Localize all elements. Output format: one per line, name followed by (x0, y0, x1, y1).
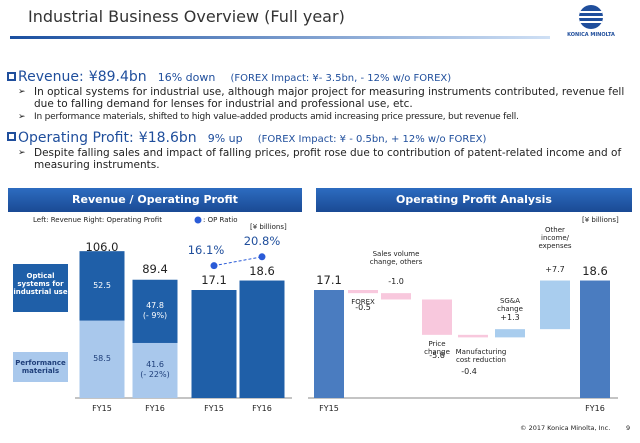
x-tick-label: FY15 (204, 404, 224, 413)
legend-label: Performance materials (15, 359, 66, 376)
value-label: +7.7 (545, 264, 565, 274)
bar-segment (79, 251, 125, 321)
headline: Revenue: ¥89.4bn 16% down (FOREX Impact:… (18, 66, 630, 85)
category-label: Manufacturing cost reduction (455, 348, 507, 365)
total-label: 106.0 (85, 239, 119, 254)
value-label: 41.6 (146, 360, 164, 370)
change-bar (422, 299, 452, 335)
value-label: +1.3 (500, 313, 520, 323)
change-bar (540, 280, 570, 330)
category-label: FOREX (351, 298, 375, 306)
value-label: -5.6 (429, 350, 445, 360)
bar (191, 290, 237, 398)
section: Revenue: ¥89.4bn 16% down (FOREX Impact:… (18, 66, 630, 123)
slide-title: Industrial Business Overview (Full year) (28, 7, 345, 26)
panel-title: Revenue / Operating Profit (8, 188, 302, 212)
panel-title: Operating Profit Analysis (316, 188, 632, 212)
logo-mark (579, 5, 603, 29)
x-tick-label: FY15 (92, 404, 112, 413)
page-number: 9 (626, 424, 631, 432)
category-label: Sales volume change, others (369, 250, 423, 267)
value-label: 52.5 (93, 280, 111, 290)
bullet-point: In performance materials, shifted to hig… (18, 111, 630, 123)
change-label: (- 22%) (140, 370, 170, 380)
value-label: 18.6 (249, 263, 275, 278)
value-label: -0.4 (461, 367, 477, 377)
title-rule (10, 36, 550, 39)
bar-segment (132, 279, 178, 343)
value-label: -1.0 (388, 277, 404, 287)
bar (239, 280, 285, 398)
ratio-note: : OP Ratio (203, 216, 238, 224)
headline-part: Revenue: (18, 69, 84, 85)
headline: Operating Profit: ¥18.6bn 9% up (FOREX I… (18, 127, 630, 146)
series-box (13, 352, 68, 382)
total-bar (314, 290, 344, 398)
headline-part: 16% down (157, 71, 216, 84)
category-label: Other income/ expenses (538, 226, 572, 251)
x-tick-label: FY16 (585, 404, 605, 413)
change-label: (- 9%) (142, 311, 168, 321)
section: Operating Profit: ¥18.6bn 9% up (FOREX I… (18, 127, 630, 171)
bullet-point: Despite falling sales and impact of fall… (18, 147, 630, 171)
value-label: 58.5 (93, 354, 111, 364)
category-label: Price change (424, 340, 450, 357)
value-label: 17.1 (201, 273, 227, 287)
total-bar (580, 280, 610, 398)
ratio-dot (210, 262, 218, 270)
value-label: -0.5 (355, 303, 371, 313)
headline-part: ¥18.6bn (138, 130, 197, 146)
bullet-square (7, 132, 16, 141)
bar-segment (132, 342, 178, 398)
value-label: 17.1 (316, 273, 342, 287)
chart-note: Left: Revenue Right: Operating Profit (33, 216, 162, 224)
change-bar (458, 334, 488, 338)
ratio-label: 16.1% (187, 242, 225, 257)
ratio-dot (258, 253, 266, 261)
headline-part: Operating Profit: (18, 130, 134, 146)
total-label: 89.4 (142, 261, 168, 276)
bar-segment (79, 320, 125, 398)
change-bar (495, 329, 525, 338)
x-tick-label: FY16 (252, 404, 272, 413)
category-label: SG&A change (497, 297, 523, 314)
x-tick-label: FY16 (145, 404, 165, 413)
x-tick-label: FY15 (319, 404, 339, 413)
headline-part: ¥89.4bn (88, 69, 147, 85)
bullet-square (7, 72, 16, 81)
value-label: 18.6 (582, 263, 608, 278)
change-bar (348, 290, 378, 294)
copyright: © 2017 Konica Minolta, Inc. (520, 424, 611, 432)
headline-part: 9% up (207, 132, 243, 145)
unit-label: [¥ billions] (250, 223, 287, 231)
headline-part: (FOREX Impact: ¥ - 0.5bn, + 12% w/o FORE… (257, 134, 487, 145)
value-label: 47.8 (146, 301, 164, 311)
bullet-point: In optical systems for industrial use, a… (18, 86, 630, 110)
unit-label: [¥ billions] (582, 216, 619, 224)
logo-text: KONICA MINOLTA (567, 32, 615, 38)
ratio-label: 20.8% (243, 233, 281, 248)
ratio-line (213, 256, 263, 267)
headline-part: (FOREX Impact: ¥- 3.5bn, - 12% w/o FOREX… (230, 73, 452, 84)
legend-label: Optical systems for industrial use (13, 272, 68, 297)
change-bar (381, 293, 411, 300)
ratio-legend-dot (194, 216, 202, 224)
series-box (13, 264, 68, 312)
